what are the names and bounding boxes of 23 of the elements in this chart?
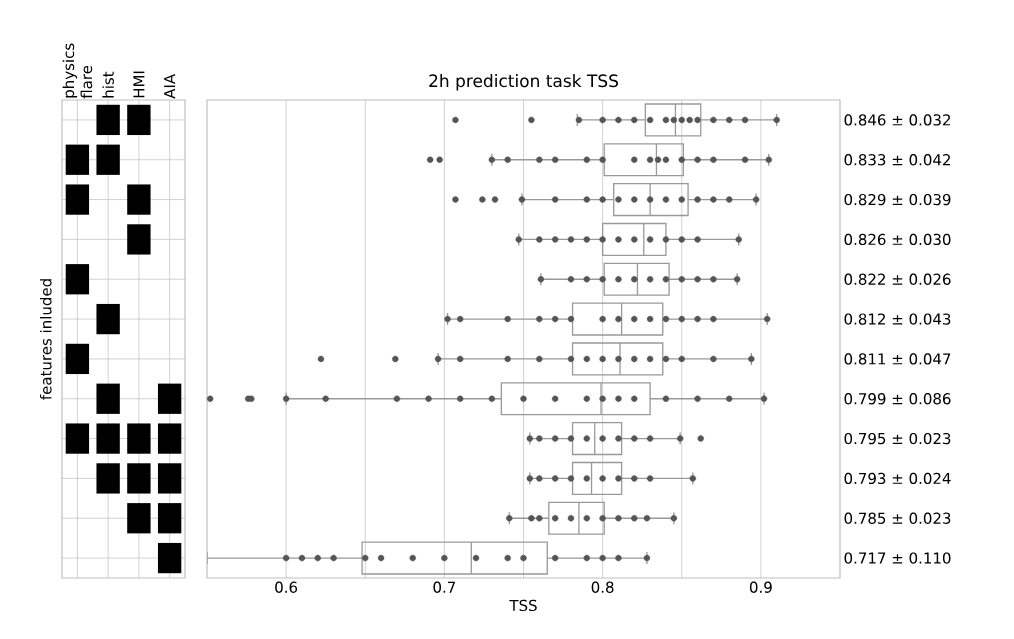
- x-tick-label: hist: [102, 71, 114, 98]
- y-tick-label: 0.793 ± 0.024: [844, 472, 951, 485]
- x-tick-label: 0.9: [749, 581, 772, 593]
- y-tick-label: 0.833 ± 0.042: [844, 154, 950, 166]
- y-tick-label: 0.795 ± 0.023: [844, 432, 951, 445]
- x-axis-title: TSS: [509, 599, 537, 612]
- x-tick-label: HMI: [133, 71, 145, 98]
- y-tick-label: 0.717 ± 0.110: [844, 552, 951, 564]
- x-tick-label: AIA: [164, 73, 176, 99]
- y-tick-label: 0.829 ± 0.039: [844, 193, 951, 206]
- x-tick-label: physics flare: [62, 43, 93, 99]
- y-tick-label: 0.811 ± 0.047: [844, 353, 951, 365]
- y-tick-label: 0.812 ± 0.043: [844, 313, 951, 325]
- y-tick-label: 0.799 ± 0.086: [844, 393, 951, 405]
- y-tick-label: 0.846 ± 0.032: [844, 114, 950, 126]
- x-tick-label: 0.8: [591, 581, 614, 593]
- x-tick-label: 0.7: [433, 581, 456, 593]
- y-axis-title: features inluded: [40, 279, 52, 400]
- y-tick-label: 0.826 ± 0.030: [844, 233, 951, 246]
- y-tick-label: 0.822 ± 0.026: [844, 273, 951, 285]
- x-tick-label: 0.6: [275, 581, 298, 593]
- y-tick-label: 0.785 ± 0.023: [844, 512, 951, 524]
- chart-title: 2h prediction task TSS: [429, 74, 618, 91]
